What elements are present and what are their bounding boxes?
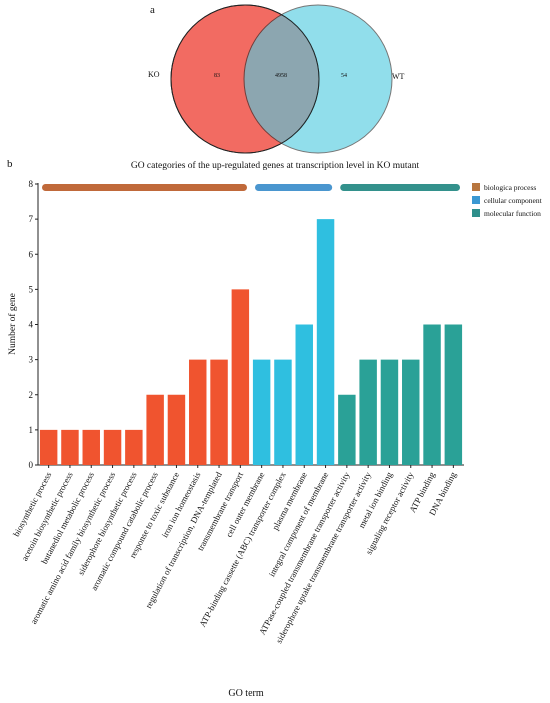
y-tick-label: 6 xyxy=(29,249,34,259)
bar xyxy=(295,324,313,465)
group-band xyxy=(340,184,460,191)
bar xyxy=(189,359,207,465)
bar xyxy=(103,429,122,465)
y-tick-label: 1 xyxy=(29,425,34,435)
bar xyxy=(444,324,463,465)
y-tick-label: 4 xyxy=(29,320,34,330)
bar xyxy=(274,359,292,465)
bar xyxy=(252,359,271,465)
bar xyxy=(380,359,399,465)
venn-diagram: a KO WT 83 4958 54 xyxy=(148,4,405,154)
panel-a-label: a xyxy=(150,4,155,16)
y-axis-label: Number of gene xyxy=(7,293,18,355)
venn-set-label-ko: KO xyxy=(148,70,160,79)
bar xyxy=(210,359,228,465)
venn-count-wt-only: 54 xyxy=(341,73,347,79)
venn-circle-ko-outline xyxy=(170,4,320,154)
legend-swatch xyxy=(472,196,480,204)
x-axis-label: GO term xyxy=(228,688,263,699)
legend-label: cellular component xyxy=(484,196,543,205)
venn-count-ko-only: 83 xyxy=(214,73,220,79)
venn-circle-wt xyxy=(243,4,393,154)
bar xyxy=(423,324,441,465)
legend-label: biologica process xyxy=(484,183,536,192)
bar xyxy=(338,394,356,465)
legend-swatch xyxy=(472,209,480,217)
bar xyxy=(146,394,164,465)
bar xyxy=(316,219,335,465)
y-tick-label: 3 xyxy=(29,355,34,365)
y-tick-label: 0 xyxy=(29,460,34,470)
bar xyxy=(125,429,143,465)
y-tick-label: 2 xyxy=(29,390,34,400)
group-band xyxy=(42,184,247,191)
legend-swatch xyxy=(472,183,480,191)
legend-label: molecular function xyxy=(484,209,541,218)
venn-count-intersection: 4958 xyxy=(275,73,287,79)
venn-set-label-wt: WT xyxy=(392,72,405,81)
bar xyxy=(39,429,58,465)
bar xyxy=(167,394,186,465)
bar xyxy=(359,359,377,465)
legend: biologica process cellular component molec… xyxy=(472,183,543,218)
y-tick-label: 5 xyxy=(29,284,34,294)
bar xyxy=(61,429,79,465)
group-band xyxy=(255,184,333,191)
panel-b-label: b xyxy=(7,158,13,170)
bar xyxy=(231,289,250,465)
chart-title: GO categories of the up-regulated genes … xyxy=(131,160,420,171)
y-tick-label: 8 xyxy=(29,179,34,189)
y-tick-label: 7 xyxy=(29,214,34,224)
bar xyxy=(82,429,100,465)
bar xyxy=(402,359,420,465)
